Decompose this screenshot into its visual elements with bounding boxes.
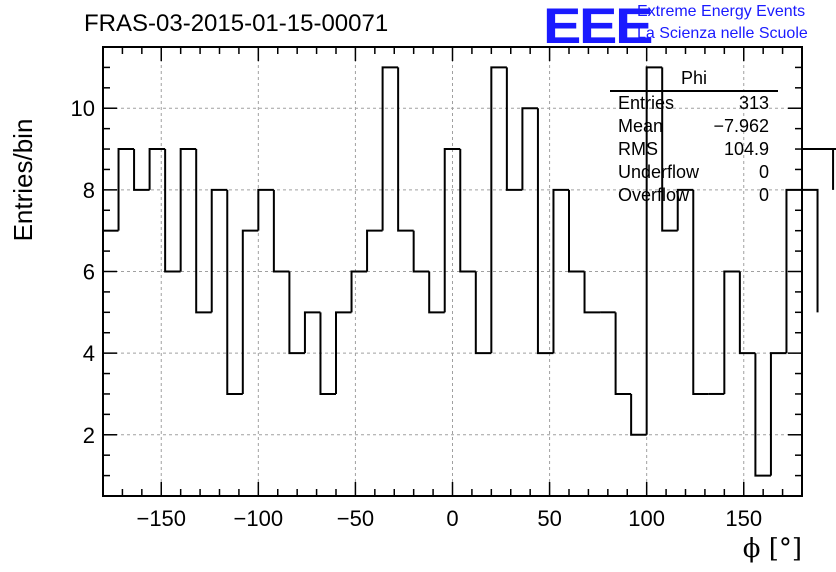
x-tick-label: 50 <box>537 506 561 531</box>
histogram-bin <box>459 149 476 273</box>
y-tick-label: 4 <box>83 341 95 366</box>
stats-box-title: Phi <box>610 68 778 92</box>
histogram-bin <box>412 230 430 273</box>
y-tick-label: 10 <box>71 96 95 121</box>
histogram-bin <box>288 271 305 355</box>
x-tick-label: −50 <box>337 506 374 531</box>
histogram-bin <box>474 271 492 355</box>
histogram-bin <box>272 189 290 273</box>
stats-label: Overflow <box>618 185 690 205</box>
histogram-bin <box>521 107 538 190</box>
histogram-bin <box>505 67 523 191</box>
stats-row-overflow: Overflow 0 <box>610 184 778 207</box>
histogram-bin <box>428 271 445 314</box>
y-axis-label: Entries/bin <box>8 118 38 242</box>
eee-logo: EEE <box>543 0 653 54</box>
histogram-bin <box>257 188 274 231</box>
histogram-bin <box>552 188 569 354</box>
histogram-bin <box>536 108 554 355</box>
histogram-bin <box>661 67 678 232</box>
y-tick-label: 8 <box>83 178 95 203</box>
histogram-bin <box>133 149 150 191</box>
chart-title: FRAS-03-2015-01-15-00071 <box>84 10 389 37</box>
histogram-bin <box>614 312 632 395</box>
histogram-bin <box>397 67 414 232</box>
y-tick-label: 2 <box>83 423 95 448</box>
histogram-bin <box>443 148 461 313</box>
x-tick-label: 150 <box>725 506 762 531</box>
histogram-bin <box>117 148 135 231</box>
histogram-bin <box>241 229 259 394</box>
histogram-bin <box>754 353 771 477</box>
histogram-bin <box>210 188 228 313</box>
histogram-bin <box>195 149 212 314</box>
histogram-bin <box>802 188 819 313</box>
histogram-bin <box>630 393 647 436</box>
histogram-bin <box>179 148 197 272</box>
stats-label: Entries <box>618 93 675 113</box>
x-tick-label: 100 <box>628 506 665 531</box>
histogram-bin <box>769 352 787 476</box>
logo-caption-line2: La Scienza nelle Scuole <box>637 25 808 42</box>
stats-value: 104.9 <box>723 139 769 159</box>
histogram-bin <box>802 148 835 190</box>
histogram-bin <box>303 311 321 354</box>
histogram-bin <box>676 188 694 231</box>
histogram-bin <box>381 66 399 231</box>
x-tick-label: 0 <box>446 506 458 531</box>
x-tick-label: −100 <box>234 506 284 531</box>
histogram-bin <box>490 66 507 354</box>
y-tick-label: 6 <box>83 260 95 285</box>
histogram-bin <box>319 312 336 395</box>
histogram-bin <box>692 189 709 395</box>
stats-label: RMS <box>618 139 658 159</box>
histogram-bin <box>335 311 352 394</box>
stats-value: 0 <box>758 162 769 182</box>
histogram-bars <box>103 66 836 477</box>
histogram-bin <box>350 270 368 313</box>
histogram-bin <box>645 66 663 435</box>
histogram-bin <box>148 148 166 190</box>
stats-value: −7.962 <box>713 116 769 136</box>
logo-caption-line1: Extreme Energy Events <box>637 3 806 20</box>
histogram-bin <box>164 149 181 273</box>
histogram-bin <box>583 271 601 314</box>
histogram-bin <box>738 271 756 355</box>
stats-box: Phi Entries 313 Mean −7.962 RMS 104.9 Un… <box>610 68 778 207</box>
stats-label: Underflow <box>618 162 700 182</box>
histogram-bin <box>568 189 585 273</box>
histogram-bin <box>226 189 243 395</box>
stats-row-rms: RMS 104.9 <box>610 138 778 161</box>
histogram-bin <box>366 229 383 272</box>
stats-row-entries: Entries 313 <box>610 92 778 115</box>
stats-value: 313 <box>738 93 769 113</box>
x-tick-label: −150 <box>136 506 186 531</box>
axes: −150 −100 −50 0 50 100 150 2 4 6 8 10 <box>71 46 803 531</box>
x-axis-label: ϕ [°] <box>742 534 802 564</box>
stats-value: 0 <box>758 185 769 205</box>
histogram-bin <box>723 270 740 394</box>
stats-row-mean: Mean −7.962 <box>610 115 778 138</box>
stats-row-underflow: Underflow 0 <box>610 161 778 184</box>
stats-label: Mean <box>618 116 664 136</box>
